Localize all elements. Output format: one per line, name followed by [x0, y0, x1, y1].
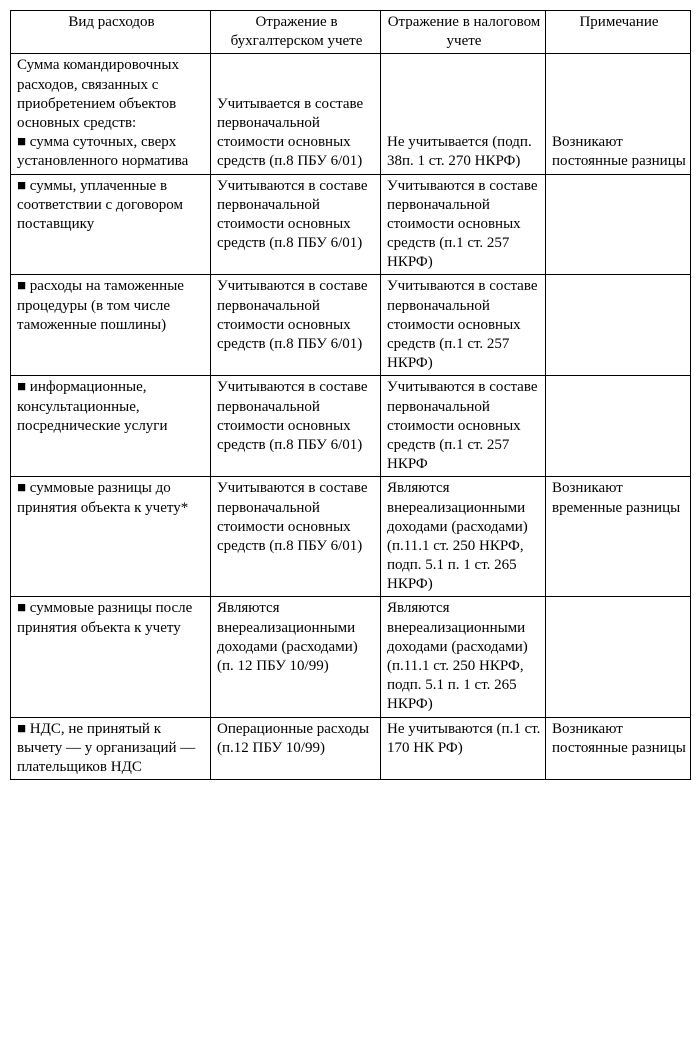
table-row: ■ расходы на таможенные процедуры (в том…	[11, 275, 691, 376]
table-cell: ■ НДС, не принятый к вычету — у организа…	[11, 717, 211, 780]
table-cell	[546, 174, 691, 275]
table-cell	[546, 597, 691, 717]
col-header: Примечание	[546, 11, 691, 54]
table-body: Сумма командировочных расходов, связанны…	[11, 54, 691, 780]
table-row: ■ НДС, не принятый к вычету — у организа…	[11, 717, 691, 780]
col-header: Отражение в бухгалтерском учете	[211, 11, 381, 54]
table-cell: ■ суммовые разницы после принятия объект…	[11, 597, 211, 717]
table-cell: ■ информационные, консультационные, поср…	[11, 376, 211, 477]
table-row: ■ суммовые разницы после принятия объект…	[11, 597, 691, 717]
table-cell: Учитываются в составе первоначальной сто…	[211, 477, 381, 597]
table-cell: Операционные расходы (п.12 ПБУ 10/99)	[211, 717, 381, 780]
expenses-table: Вид расходов Отражение в бухгалтерском у…	[10, 10, 691, 780]
table-cell: Являются внереализационными доходами (ра…	[381, 477, 546, 597]
table-cell	[546, 376, 691, 477]
table-cell: Учитываются в составе первоначальной сто…	[211, 275, 381, 376]
table-cell	[546, 275, 691, 376]
table-cell: Учитываются в составе первоначальной сто…	[381, 376, 546, 477]
col-header: Вид расходов	[11, 11, 211, 54]
table-cell: ■ суммовые разницы до принятия объекта к…	[11, 477, 211, 597]
table-cell: ■ расходы на таможенные процедуры (в том…	[11, 275, 211, 376]
table-cell: Учитывается в составе первоначальной сто…	[211, 54, 381, 174]
table-row: ■ суммы, уплаченные в соответствии с дог…	[11, 174, 691, 275]
table-cell: Возникают постоянные разницы	[546, 717, 691, 780]
table-cell: ■ суммы, уплаченные в соответствии с дог…	[11, 174, 211, 275]
table-cell: Являются внереализационными доходами (ра…	[211, 597, 381, 717]
table-cell: Возникают временные разницы	[546, 477, 691, 597]
table-header: Вид расходов Отражение в бухгалтерском у…	[11, 11, 691, 54]
table-row: ■ информационные, консультационные, поср…	[11, 376, 691, 477]
table-cell: Учитываются в составе первоначальной сто…	[211, 376, 381, 477]
table-cell: Являются внереализационными доходами (ра…	[381, 597, 546, 717]
table-cell: Возникают постоянные разницы	[546, 54, 691, 174]
table-cell: Учитываются в составе первоначальной сто…	[381, 275, 546, 376]
col-header: Отражение в налоговом учете	[381, 11, 546, 54]
table-row: ■ суммовые разницы до принятия объекта к…	[11, 477, 691, 597]
table-cell: Не учитывается (подп. 38п. 1 ст. 270 НКР…	[381, 54, 546, 174]
table-row: Сумма командировочных расходов, связанны…	[11, 54, 691, 174]
table-cell: Учитываются в составе первоначальной сто…	[211, 174, 381, 275]
table-cell: Учитываются в составе первоначальной сто…	[381, 174, 546, 275]
table-cell: Не учитываются (п.1 ст. 170 НК РФ)	[381, 717, 546, 780]
table-cell: Сумма командировочных расходов, связанны…	[11, 54, 211, 174]
